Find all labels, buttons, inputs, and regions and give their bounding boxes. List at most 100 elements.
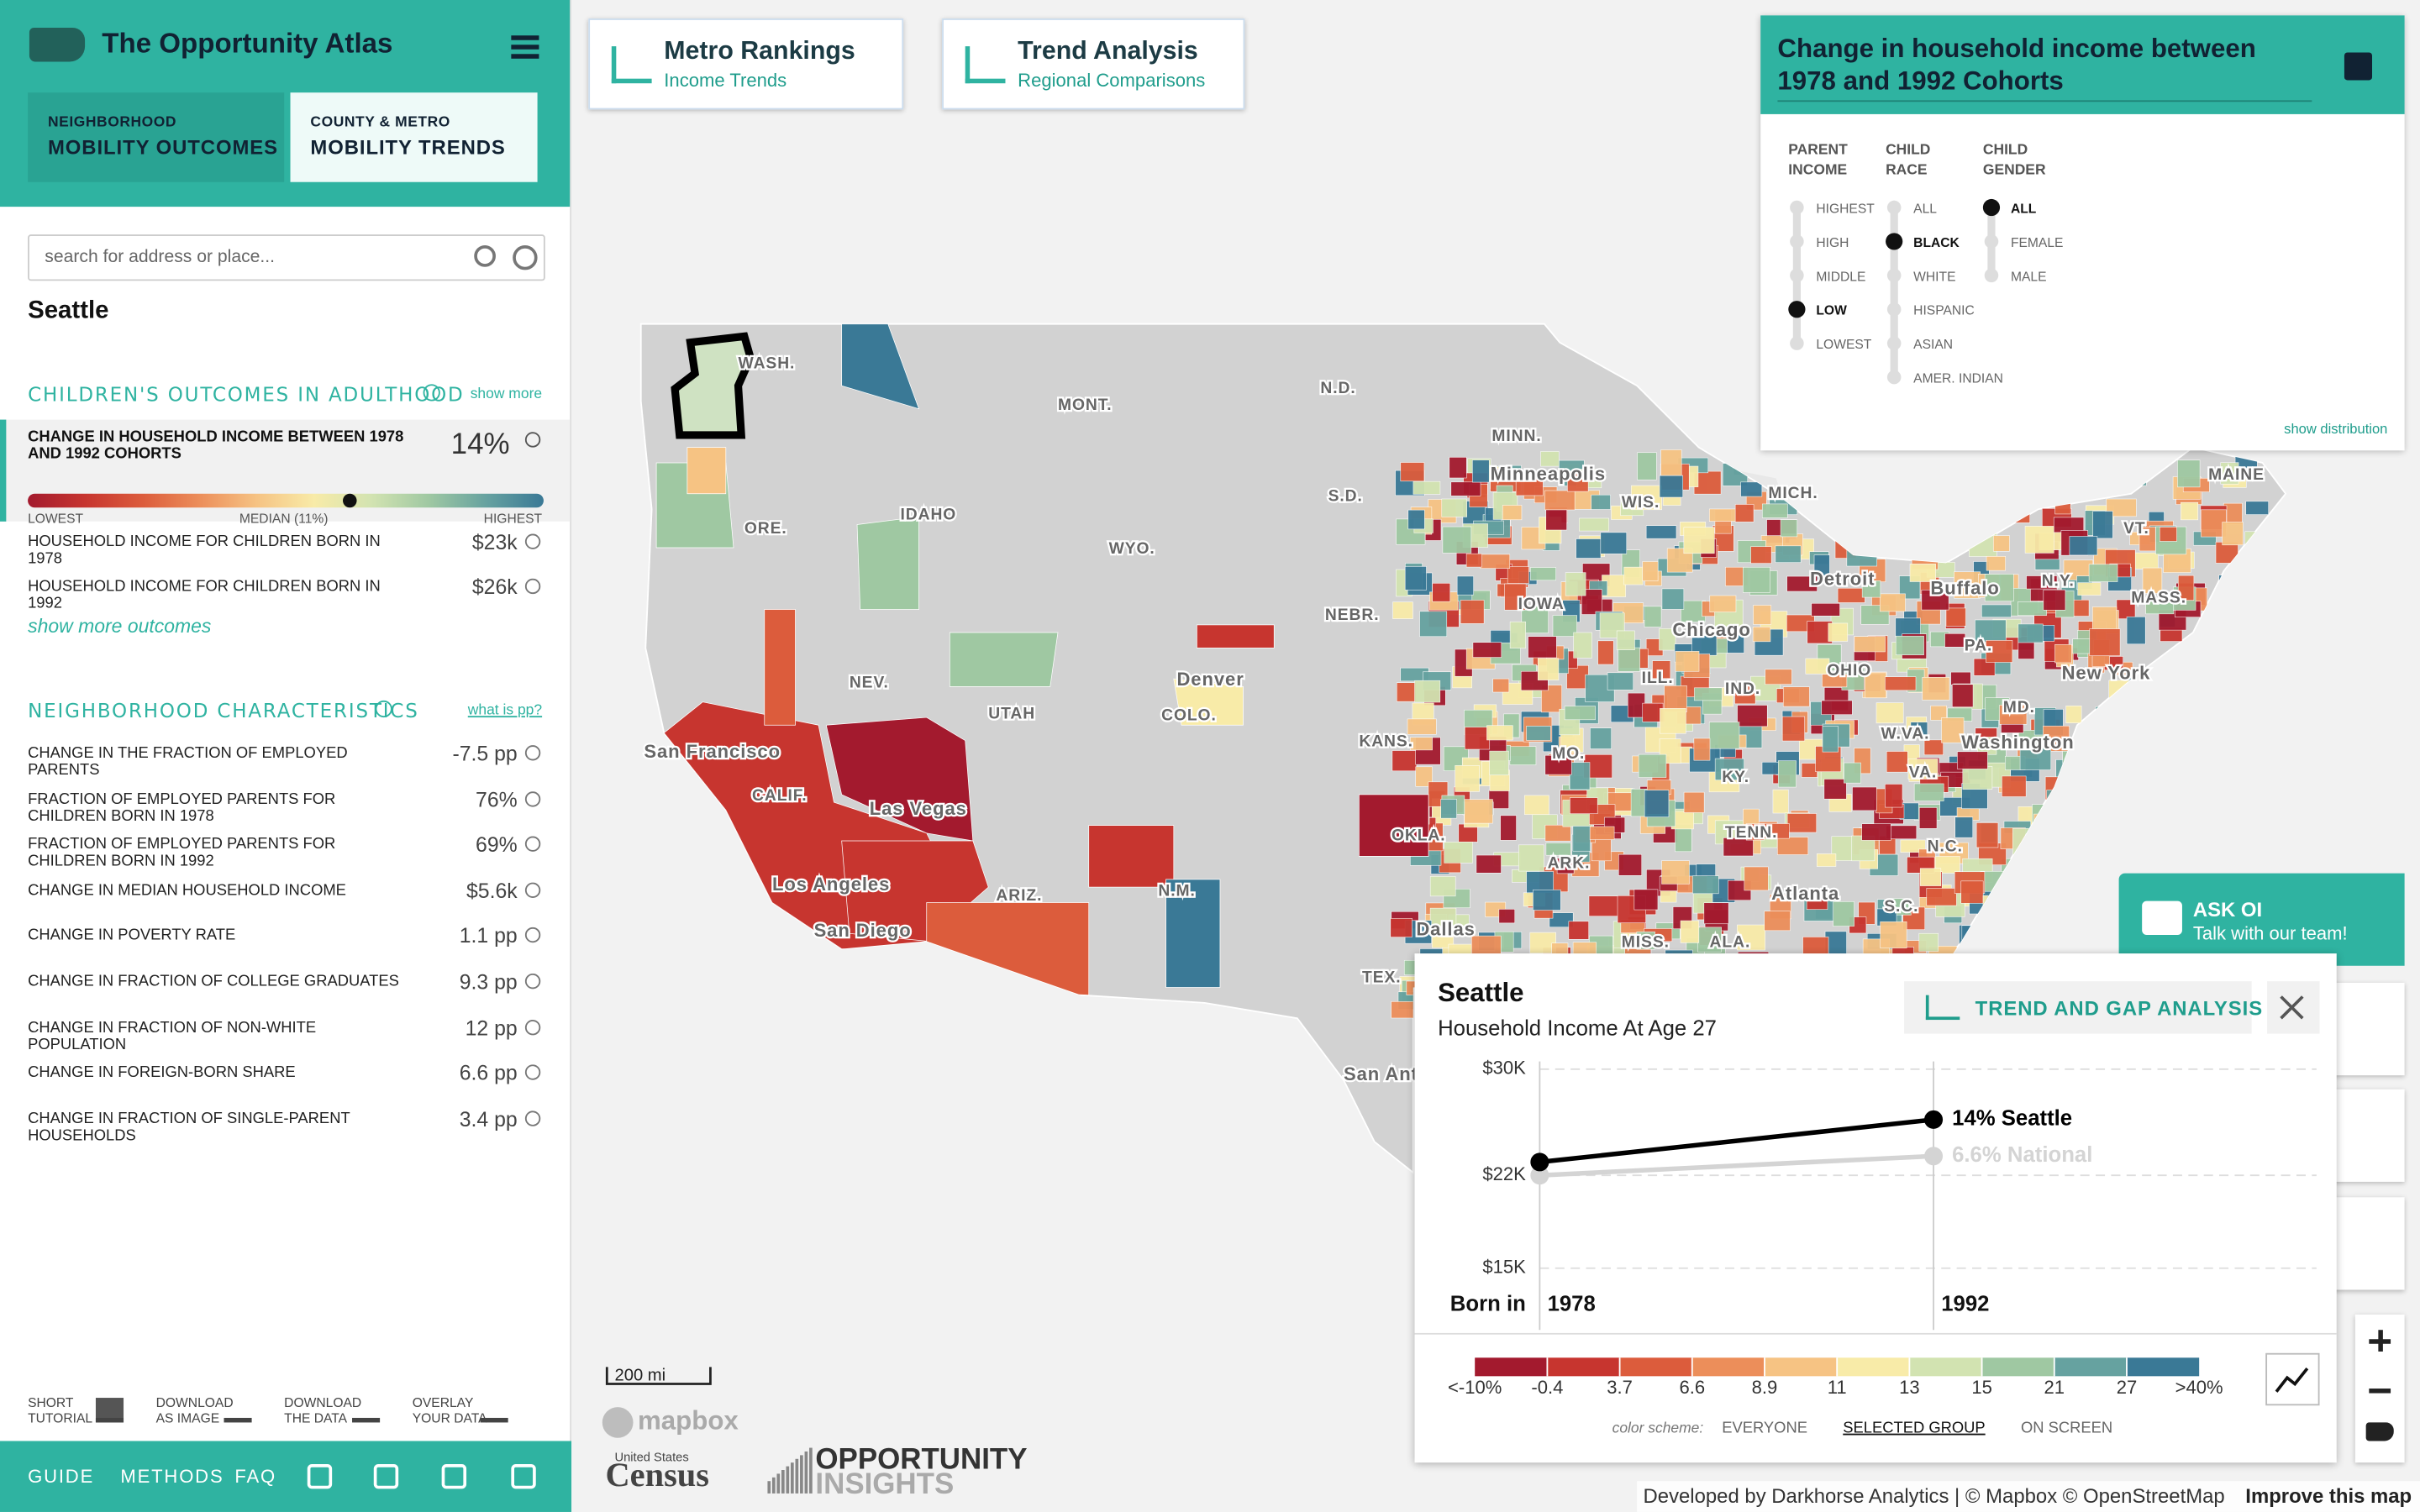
section-link[interactable]: what is pp? (467, 701, 543, 719)
filter-title[interactable]: Change in household income between 1978 … (1777, 34, 2256, 96)
filter-collapse[interactable] (2344, 52, 2373, 81)
filter-option[interactable]: HIGH (1816, 234, 1849, 250)
filter-option[interactable]: MALE (2010, 268, 2047, 284)
info-icon[interactable] (524, 578, 541, 595)
county (1919, 868, 1942, 886)
filter-dot[interactable] (1886, 370, 1902, 385)
close-button[interactable] (2267, 981, 2320, 1034)
reset-view[interactable] (2365, 1422, 2394, 1441)
search-icon[interactable] (474, 245, 496, 267)
info-icon[interactable] (524, 791, 541, 807)
county (1588, 895, 1619, 916)
section-link[interactable]: show more (470, 386, 543, 403)
side-card[interactable] (2324, 1197, 2405, 1290)
tool-label[interactable]: SHORT TUTORIAL (28, 1394, 93, 1426)
county (2043, 589, 2066, 611)
footer-link[interactable]: METHODS (120, 1465, 224, 1488)
filter-dot[interactable] (1886, 336, 1902, 350)
filter-dot[interactable] (1886, 200, 1902, 215)
county (2088, 564, 2118, 582)
filter-option[interactable]: AMER. INDIAN (1913, 370, 2003, 386)
social-icon[interactable] (307, 1464, 333, 1489)
county (1545, 509, 1567, 531)
filter-option[interactable]: ALL (2010, 200, 2037, 217)
top-button-icon (611, 46, 652, 84)
county (2220, 462, 2239, 485)
top-button[interactable]: Trend Analysis Regional Comparisons (942, 18, 1245, 110)
info-icon[interactable] (524, 1110, 541, 1126)
info-icon[interactable] (524, 836, 541, 852)
filter-dot[interactable] (1984, 268, 1999, 283)
social-icon[interactable] (373, 1464, 399, 1489)
filter-option[interactable]: ALL (1913, 200, 1937, 217)
county (1683, 527, 1715, 554)
tool-label[interactable]: DOWNLOAD AS IMAGE (155, 1394, 234, 1426)
social-icon[interactable] (511, 1464, 536, 1489)
info-icon[interactable] (524, 1064, 541, 1080)
filter-dot[interactable] (1790, 336, 1804, 350)
footer-link[interactable]: GUIDE (28, 1465, 95, 1488)
filter-option[interactable]: BLACK (1913, 234, 1960, 250)
mode-tab[interactable]: COUNTY & METRO MOBILITY TRENDS (290, 92, 538, 182)
mode-tab[interactable]: NEIGHBORHOOD MOBILITY OUTCOMES (28, 92, 285, 182)
search-box[interactable]: search for address or place... (28, 234, 545, 281)
filter-dot[interactable] (1886, 302, 1902, 317)
filter-dot[interactable] (1982, 198, 2001, 217)
filter-option[interactable]: WHITE (1913, 268, 1956, 284)
locate-icon[interactable] (513, 245, 538, 270)
metric-label: CHANGE IN FOREIGN-BORN SHARE (28, 1064, 296, 1082)
trend-button[interactable]: TREND AND GAP ANALYSIS (1904, 981, 2262, 1034)
county (1409, 737, 1433, 751)
filter-dot[interactable] (1790, 268, 1804, 283)
county (1822, 674, 1848, 688)
social-icon[interactable] (441, 1464, 467, 1489)
county (1895, 635, 1924, 655)
county (1652, 660, 1671, 679)
filter-option[interactable]: ASIAN (1913, 336, 1954, 352)
info-icon[interactable] (524, 745, 541, 761)
improve-map-link[interactable]: Improve this map (2245, 1483, 2412, 1508)
legend-toggle[interactable] (2265, 1352, 2320, 1406)
info-icon[interactable] (524, 973, 541, 990)
side-card[interactable] (2324, 1089, 2405, 1182)
county (2159, 527, 2177, 542)
show-more-outcomes[interactable]: show more outcomes (28, 615, 212, 638)
county (1740, 481, 1763, 497)
county (1567, 473, 1589, 492)
top-button[interactable]: Metro Rankings Income Trends (588, 18, 904, 110)
filter-option[interactable]: LOW (1816, 302, 1847, 318)
filter-option[interactable]: FEMALE (2010, 234, 2064, 250)
side-card[interactable] (2324, 982, 2405, 1076)
selected-outcome[interactable]: CHANGE IN HOUSEHOLD INCOME BETWEEN 1978 … (0, 419, 571, 522)
info-icon[interactable] (524, 533, 541, 549)
county (1492, 678, 1510, 693)
filter-option[interactable]: HISPANIC (1913, 302, 1975, 318)
county (1821, 700, 1853, 715)
filter-option[interactable]: LOWEST (1816, 336, 1872, 352)
tool-label[interactable]: DOWNLOAD THE DATA (284, 1394, 362, 1426)
mode-tab-kicker: NEIGHBORHOOD (47, 113, 177, 132)
county (1745, 823, 1765, 841)
filter-dot[interactable] (1984, 234, 1999, 249)
filter-dot[interactable] (1886, 233, 1903, 250)
info-icon[interactable] (524, 882, 541, 898)
filter-dot[interactable] (1790, 200, 1804, 215)
metric-label: CHANGE IN MEDIAN HOUSEHOLD INCOME (28, 882, 346, 900)
place-name: Seattle (28, 297, 109, 324)
filter-option[interactable]: MIDDLE (1816, 268, 1866, 284)
info-icon[interactable] (524, 1020, 541, 1036)
map-label: NEBR. (1325, 606, 1380, 624)
filter-dot[interactable] (1788, 301, 1806, 318)
filter-dot[interactable] (1886, 268, 1902, 283)
oi-logo-bar (776, 1473, 781, 1494)
zoom-button[interactable] (2369, 1389, 2391, 1393)
filter-link[interactable]: show distribution (2284, 421, 2388, 437)
info-icon[interactable] (524, 927, 541, 943)
filter-option[interactable]: HIGHEST (1816, 200, 1875, 217)
tool-label[interactable]: OVERLAY YOUR DATA (412, 1394, 487, 1426)
footer-link[interactable]: FAQ (234, 1465, 277, 1488)
county (1660, 449, 1682, 476)
filter-dot[interactable] (1790, 234, 1804, 249)
chat-button[interactable]: ASK OI Talk with our team! (2118, 873, 2405, 966)
